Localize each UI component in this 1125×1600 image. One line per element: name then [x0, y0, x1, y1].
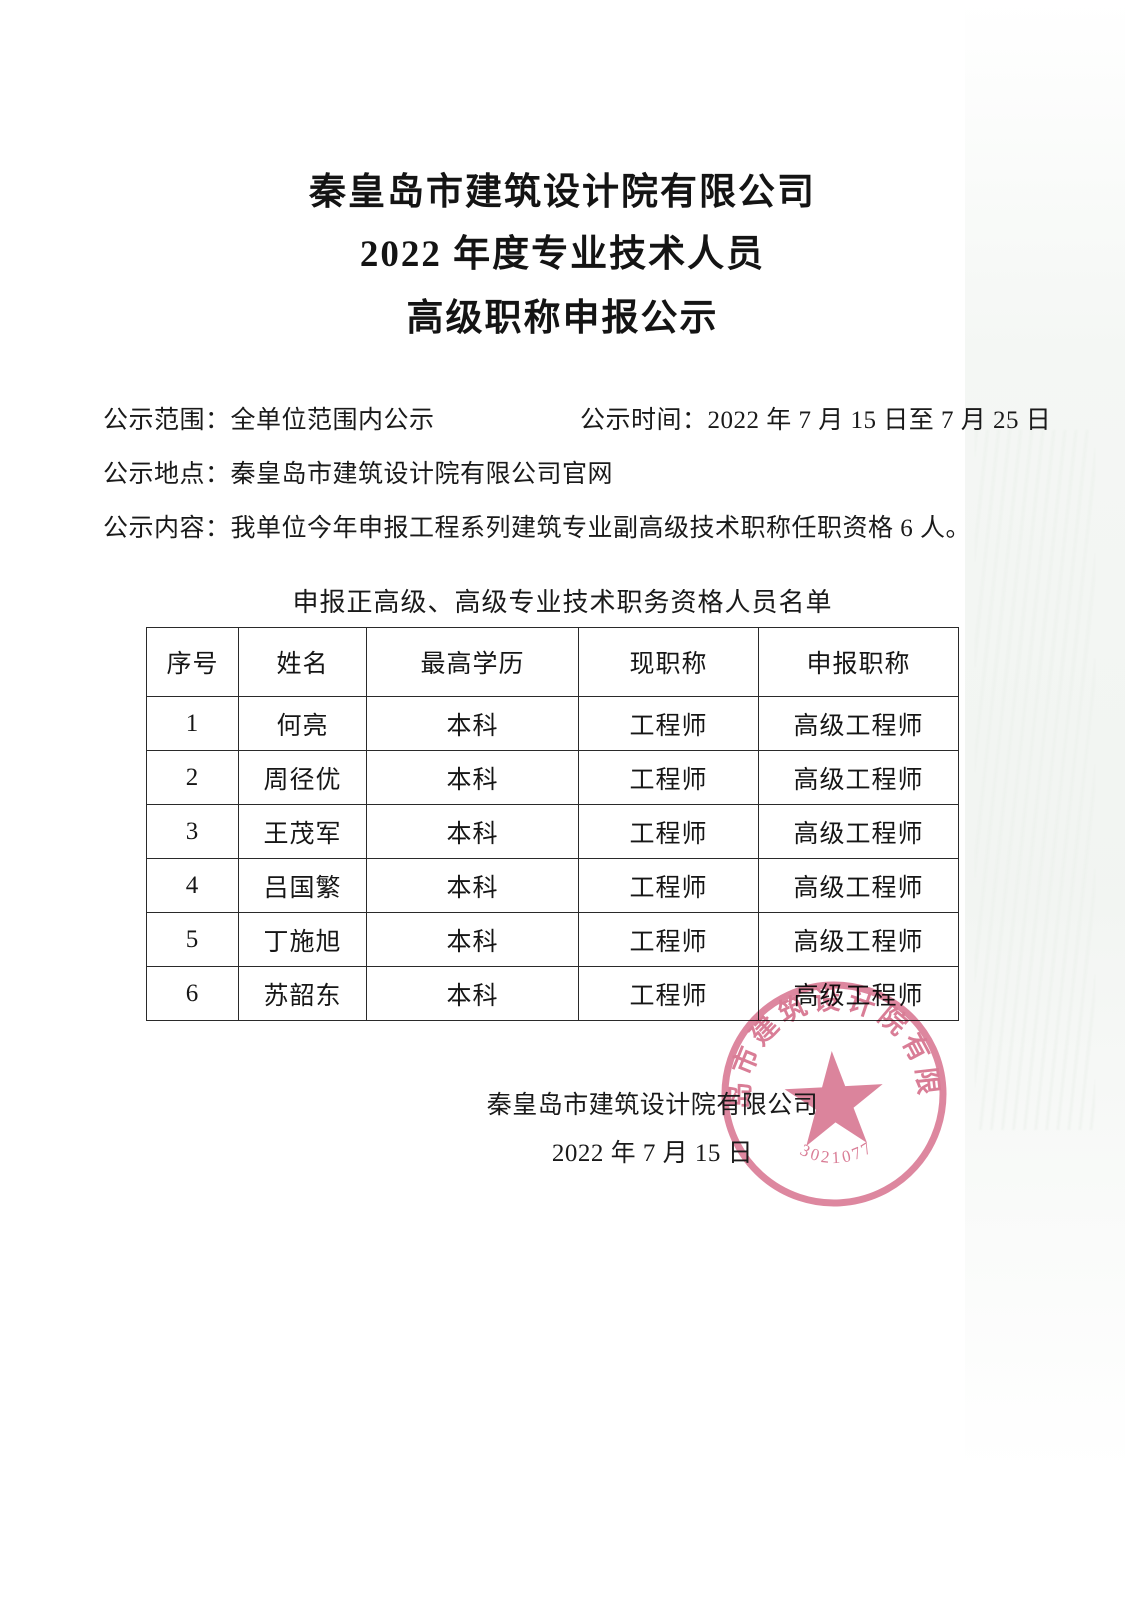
- cell-education: 本科: [366, 804, 579, 859]
- table-row: 2 周径优 本科 工程师 高级工程师: [146, 750, 959, 805]
- cell-name: 周径优: [238, 750, 367, 805]
- publicity-scope-text: 公示范围：全单位范围内公示: [103, 407, 435, 434]
- cell-applied-title: 高级工程师: [758, 912, 959, 967]
- table-row: 5 丁施旭 本科 工程师 高级工程师: [146, 912, 959, 967]
- cell-index: 4: [146, 858, 239, 913]
- cell-applied-title: 高级工程师: [758, 696, 959, 751]
- cell-name: 王茂军: [238, 804, 367, 859]
- col-header-name: 姓名: [238, 627, 367, 697]
- roster-table-wrapper: 序号 姓名 最高学历 现职称 申报职称 1 何亮 本科 工程师 高级工程师 2 …: [146, 627, 959, 1021]
- meta-block: 公示范围：全单位范围内公示 公示时间：2022 年 7 月 15 日至 7 月 …: [103, 405, 1051, 567]
- roster-table-body: 序号 姓名 最高学历 现职称 申报职称 1 何亮 本科 工程师 高级工程师 2 …: [146, 627, 959, 1021]
- cell-current-title: 工程师: [578, 750, 759, 805]
- table-row: 3 王茂军 本科 工程师 高级工程师: [146, 804, 959, 859]
- cell-name: 吕国繁: [238, 858, 367, 913]
- cell-education: 本科: [366, 912, 579, 967]
- publicity-time-text: 公示时间：2022 年 7 月 15 日至 7 月 25 日: [580, 407, 1052, 434]
- cell-name: 丁施旭: [238, 912, 367, 967]
- meta-row-place: 公示地点：秦皇岛市建筑设计院有限公司官网: [103, 459, 1003, 513]
- cell-index: 5: [146, 912, 239, 967]
- cell-index: 2: [146, 750, 239, 805]
- cell-education: 本科: [366, 966, 579, 1021]
- publicity-content-text: 公示内容：我单位今年申报工程系列建筑专业副高级技术职称任职资格 6 人。: [103, 515, 972, 542]
- title-line-3: 高级职称申报公示: [406, 297, 719, 338]
- signature-block: 秦皇岛市建筑设计院有限公司 2022 年 7 月 15 日: [0, 1082, 1125, 1178]
- cell-current-title: 工程师: [578, 858, 759, 913]
- cell-index: 1: [146, 696, 239, 751]
- col-header-apply: 申报职称: [758, 627, 959, 697]
- meta-row-scope-time: 公示范围：全单位范围内公示 公示时间：2022 年 7 月 15 日至 7 月 …: [103, 405, 1051, 459]
- col-header-edu: 最高学历: [366, 627, 579, 697]
- cell-name: 何亮: [238, 696, 367, 751]
- table-row: 4 吕国繁 本科 工程师 高级工程师: [146, 858, 959, 913]
- cell-current-title: 工程师: [578, 804, 759, 859]
- cell-applied-title: 高级工程师: [758, 750, 959, 805]
- title-line-2: 2022 年度专业技术人员: [359, 234, 766, 275]
- cell-current-title: 工程师: [578, 966, 759, 1021]
- col-header-current: 现职称: [578, 627, 759, 697]
- document-title-block: 秦皇岛市建筑设计院有限公司 2022 年度专业技术人员 高级职称申报公示: [0, 160, 1125, 349]
- cell-education: 本科: [366, 750, 579, 805]
- roster-table: 序号 姓名 最高学历 现职称 申报职称 1 何亮 本科 工程师 高级工程师 2 …: [146, 627, 959, 1021]
- cell-index: 3: [146, 804, 239, 859]
- publicity-place-text: 公示地点：秦皇岛市建筑设计院有限公司官网: [103, 461, 614, 488]
- table-header-row: 序号 姓名 最高学历 现职称 申报职称: [146, 627, 959, 697]
- col-header-index: 序号: [146, 627, 239, 697]
- table-row: 6 苏韶东 本科 工程师 高级工程师: [146, 966, 959, 1021]
- cell-education: 本科: [366, 858, 579, 913]
- table-row: 1 何亮 本科 工程师 高级工程师: [146, 696, 959, 751]
- roster-caption: 申报正高级、高级专业技术职务资格人员名单: [292, 588, 833, 617]
- cell-index: 6: [146, 966, 239, 1021]
- cell-current-title: 工程师: [578, 696, 759, 751]
- cell-applied-title: 高级工程师: [758, 804, 959, 859]
- signature-organization: 秦皇岛市建筑设计院有限公司: [486, 1092, 819, 1119]
- title-line-1: 秦皇岛市建筑设计院有限公司: [309, 171, 816, 212]
- meta-row-content: 公示内容：我单位今年申报工程系列建筑专业副高级技术职称任职资格 6 人。: [103, 513, 1003, 567]
- cell-current-title: 工程师: [578, 912, 759, 967]
- cell-education: 本科: [366, 696, 579, 751]
- cell-name: 苏韶东: [238, 966, 367, 1021]
- cell-applied-title: 高级工程师: [758, 858, 959, 913]
- cell-applied-title: 高级工程师: [758, 966, 959, 1021]
- signature-date: 2022 年 7 月 15 日: [551, 1140, 754, 1167]
